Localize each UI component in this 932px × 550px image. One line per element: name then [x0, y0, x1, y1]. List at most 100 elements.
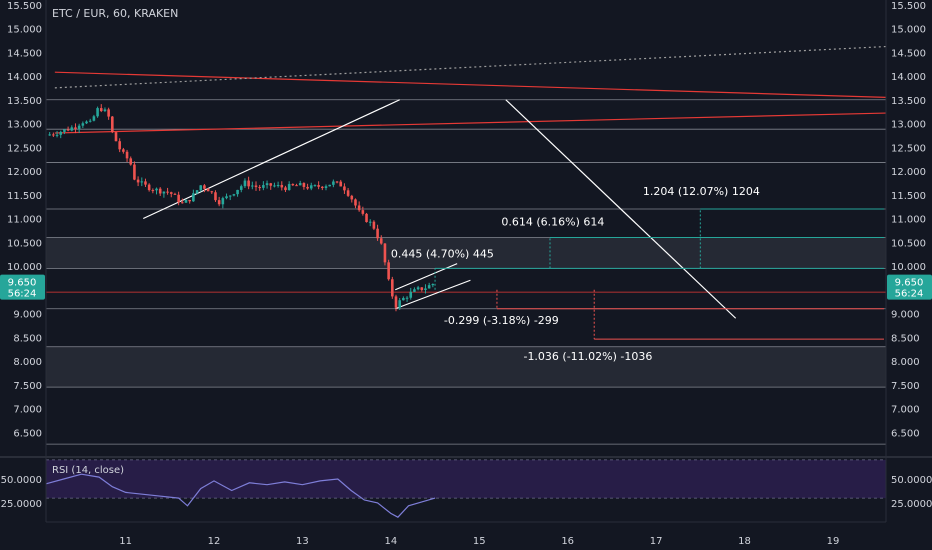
- candle-body: [394, 296, 398, 308]
- candle-body: [247, 180, 250, 187]
- candle-body: [287, 184, 291, 191]
- candle-body: [166, 191, 169, 193]
- rsi-line: [45, 473, 436, 518]
- y-tick-label-right: 8.000: [891, 357, 920, 368]
- trendline: [54, 45, 887, 89]
- candle-body: [77, 125, 81, 129]
- candle-body: [262, 185, 265, 188]
- candle-body: [243, 180, 247, 187]
- y-tick-label-left: 14.500: [7, 48, 42, 59]
- x-tick-label: 18: [738, 536, 751, 547]
- candle-body: [122, 149, 125, 152]
- candle-body: [55, 134, 59, 136]
- candle-body: [332, 181, 335, 185]
- candle-body: [184, 199, 188, 203]
- y-tick-label-right: 15.000: [891, 25, 926, 36]
- candle-body: [280, 185, 284, 188]
- price-tag-countdown: 56:24: [895, 289, 924, 300]
- trendline: [143, 99, 400, 220]
- y-tick-label-right: 14.500: [891, 48, 926, 59]
- candle-body: [114, 132, 118, 142]
- y-tick-label-right: 13.500: [891, 96, 926, 107]
- candle-body: [225, 196, 228, 199]
- candle-body: [346, 190, 350, 196]
- candle-body: [228, 195, 232, 197]
- y-tick-label-right: 10.000: [891, 262, 926, 273]
- candle-body: [398, 300, 401, 308]
- candle-body: [203, 185, 206, 189]
- y-tick-label-left: 12.500: [7, 143, 42, 154]
- y-tick-label-left: 10.000: [7, 262, 42, 273]
- y-tick-label-left: 11.000: [7, 215, 42, 226]
- trendline: [395, 279, 471, 310]
- candle-body: [251, 185, 254, 187]
- candle-body: [192, 193, 195, 202]
- candle-body: [324, 186, 328, 189]
- y-tick-label-left: 8.000: [13, 357, 42, 368]
- candle-body: [129, 158, 133, 165]
- candle-body: [162, 191, 166, 194]
- y-tick-label-right: 12.500: [891, 143, 926, 154]
- rsi-tick-label-left: 25.0000: [1, 499, 42, 510]
- candle-body: [328, 184, 331, 187]
- y-tick-label-left: 9.000: [13, 310, 42, 321]
- candle-body: [85, 121, 88, 124]
- measure-label: -1.036 (-11.02%) -1036: [523, 350, 652, 363]
- y-tick-label-right: 12.000: [891, 167, 926, 178]
- price-tag-countdown: 56:24: [8, 289, 37, 300]
- candle-body: [52, 134, 55, 136]
- candle-body: [173, 193, 177, 195]
- candle-body: [177, 194, 180, 203]
- trendline: [54, 71, 887, 98]
- candle-body: [99, 108, 103, 112]
- candle-body: [309, 185, 313, 189]
- candle-body: [155, 188, 158, 191]
- candle-body: [413, 289, 416, 292]
- rsi-pane[interactable]: [0, 456, 932, 518]
- zone: [46, 346, 886, 388]
- candle-body: [354, 199, 357, 206]
- y-tick-label-right: 7.000: [891, 405, 920, 416]
- candle-body: [133, 164, 136, 180]
- candle-body: [254, 185, 258, 188]
- x-tick-label: 16: [561, 536, 574, 547]
- x-tick-label: 15: [473, 536, 486, 547]
- candle-body: [335, 181, 339, 183]
- candle-body: [92, 116, 96, 121]
- candle-body: [427, 285, 431, 289]
- candle-body: [74, 127, 77, 129]
- candle-body: [295, 185, 298, 187]
- candle-body: [59, 131, 63, 135]
- candle-body: [111, 116, 114, 133]
- candle-body: [357, 205, 361, 211]
- price-pane[interactable]: 1.204 (12.07%) 1204 0.614 (6.16%) 614 0.44…: [46, 45, 887, 445]
- candle-body: [147, 184, 151, 191]
- candle-body: [321, 186, 324, 189]
- measure-label: 0.445 (4.70%) 445: [391, 247, 494, 260]
- candle-body: [284, 187, 287, 191]
- measure-label: -0.299 (-3.18%) -299: [444, 314, 559, 327]
- measure-label: 1.204 (12.07%) 1204: [643, 185, 760, 198]
- candle-body: [151, 190, 155, 192]
- candle-body: [236, 189, 239, 195]
- candle-body: [273, 185, 276, 187]
- candle-body: [298, 183, 302, 186]
- rsi-label: RSI (14, close): [52, 465, 124, 476]
- candle-body: [302, 183, 306, 187]
- candle-body: [431, 284, 435, 286]
- y-tick-label-left: 13.000: [7, 120, 42, 131]
- measure-label: 0.614 (6.16%) 614: [501, 216, 604, 229]
- y-tick-label-left: 14.000: [7, 72, 42, 83]
- rsi-tick-label-right: 50.0000: [891, 475, 932, 486]
- x-tick-label: 13: [296, 536, 309, 547]
- candle-body: [379, 238, 383, 244]
- candle-body: [265, 183, 269, 186]
- candle-body: [188, 199, 191, 202]
- candle-body: [63, 129, 66, 132]
- candle-body: [221, 198, 225, 205]
- x-tick-label: 19: [827, 536, 840, 547]
- y-tick-label-right: 10.500: [891, 238, 926, 249]
- y-tick-label-left: 8.500: [13, 333, 42, 344]
- price-tag-value: 9.650: [8, 278, 37, 289]
